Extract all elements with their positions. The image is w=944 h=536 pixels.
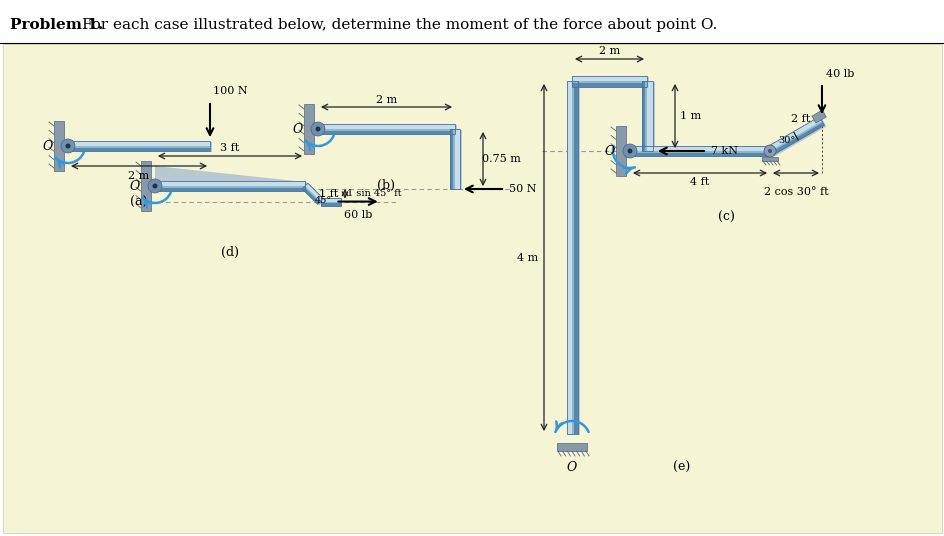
Polygon shape (68, 147, 210, 151)
Polygon shape (573, 81, 577, 434)
Text: 2 m: 2 m (376, 95, 396, 105)
Text: 2 ft: 2 ft (790, 114, 810, 124)
Polygon shape (155, 181, 305, 191)
Polygon shape (451, 130, 462, 190)
Polygon shape (155, 188, 305, 191)
Bar (54, 121, 64, 171)
Polygon shape (318, 124, 454, 129)
Text: 45°: 45° (314, 196, 331, 205)
Polygon shape (565, 81, 571, 434)
Text: 1 ft: 1 ft (319, 189, 338, 199)
Polygon shape (571, 76, 647, 81)
Text: 2 m: 2 m (598, 46, 619, 56)
Text: O: O (42, 139, 53, 153)
Polygon shape (318, 124, 454, 134)
Text: 4 m: 4 m (516, 252, 538, 263)
Bar (761, 157, 777, 161)
Polygon shape (770, 122, 823, 155)
Text: 3 ft: 3 ft (220, 143, 240, 153)
Polygon shape (565, 81, 577, 434)
Polygon shape (318, 131, 454, 134)
Text: (a): (a) (130, 196, 147, 209)
Text: O: O (129, 180, 140, 192)
Text: 40 lb: 40 lb (825, 69, 853, 79)
Polygon shape (302, 183, 323, 204)
Text: (e): (e) (673, 461, 690, 474)
Polygon shape (68, 141, 210, 146)
Text: 2 cos 30° ft: 2 cos 30° ft (763, 187, 828, 197)
Text: 1 sin 45° ft: 1 sin 45° ft (346, 189, 401, 198)
Polygon shape (641, 81, 645, 151)
Polygon shape (155, 181, 305, 186)
Polygon shape (630, 153, 769, 156)
Text: (c): (c) (716, 211, 733, 224)
Bar (141, 161, 151, 211)
Polygon shape (632, 147, 771, 157)
Polygon shape (568, 83, 579, 435)
Polygon shape (630, 146, 769, 156)
Bar (556, 443, 586, 451)
Text: 1 m: 1 m (680, 111, 700, 121)
Polygon shape (320, 203, 340, 206)
Polygon shape (574, 77, 649, 88)
Polygon shape (767, 117, 821, 151)
Polygon shape (320, 198, 340, 202)
Text: 0.75 m: 0.75 m (481, 154, 520, 164)
Circle shape (622, 144, 636, 158)
Polygon shape (449, 129, 453, 189)
Bar (0, 0, 944, 43)
Polygon shape (647, 81, 651, 151)
Circle shape (65, 144, 71, 148)
Polygon shape (571, 76, 647, 86)
Polygon shape (303, 184, 325, 205)
Circle shape (767, 149, 771, 153)
Polygon shape (454, 129, 460, 189)
Polygon shape (768, 118, 826, 157)
Bar (811, 110, 825, 123)
Text: 50 N: 50 N (509, 184, 536, 194)
Polygon shape (630, 146, 769, 151)
Text: (d): (d) (221, 246, 239, 259)
Circle shape (61, 139, 75, 153)
Text: 4 ft: 4 ft (690, 177, 709, 187)
Bar (304, 104, 313, 154)
Text: 7 kN: 7 kN (710, 146, 737, 156)
Circle shape (152, 183, 158, 189)
Polygon shape (305, 183, 323, 202)
Polygon shape (571, 83, 647, 86)
Polygon shape (302, 187, 319, 204)
Circle shape (627, 148, 632, 153)
Text: For each case illustrated below, determine the moment of the force about point O: For each case illustrated below, determi… (82, 18, 716, 32)
Circle shape (148, 179, 161, 193)
Text: 2 m: 2 m (128, 171, 149, 181)
Bar (615, 126, 625, 176)
Text: O: O (566, 461, 577, 474)
Polygon shape (70, 142, 211, 152)
Text: 100 N: 100 N (212, 86, 247, 96)
Text: O: O (293, 123, 303, 136)
Text: O: O (604, 145, 615, 158)
Polygon shape (643, 83, 654, 152)
Circle shape (315, 126, 320, 131)
Circle shape (763, 145, 775, 157)
Text: Problem 1.: Problem 1. (10, 18, 103, 32)
Text: 60 lb: 60 lb (344, 210, 372, 220)
Polygon shape (68, 141, 210, 151)
Polygon shape (320, 125, 457, 135)
Polygon shape (157, 182, 307, 192)
Circle shape (311, 122, 325, 136)
Polygon shape (320, 198, 340, 206)
Polygon shape (322, 198, 342, 206)
Text: (b): (b) (377, 179, 396, 192)
Polygon shape (641, 81, 651, 151)
Polygon shape (449, 129, 460, 189)
Polygon shape (767, 117, 823, 155)
Text: 30°: 30° (777, 136, 794, 145)
Polygon shape (155, 166, 305, 190)
